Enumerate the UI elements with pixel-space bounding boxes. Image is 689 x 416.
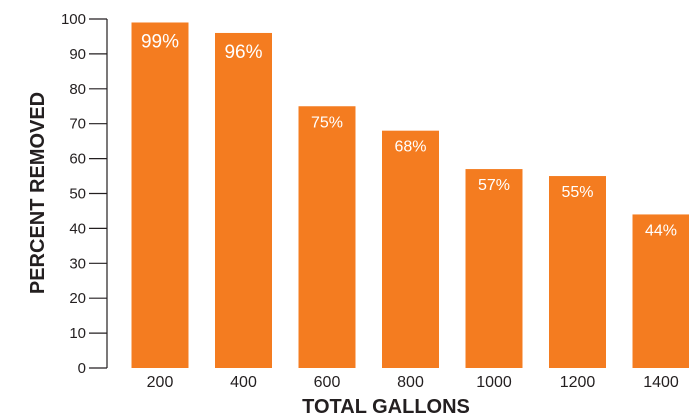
- y-tick-label: 10: [69, 325, 86, 342]
- bar: [465, 169, 523, 368]
- y-tick-label: 20: [69, 290, 86, 307]
- bar-data-label: 75%: [311, 114, 343, 131]
- bar: [549, 176, 606, 368]
- bar-data-label: 68%: [394, 139, 426, 156]
- bar-data-label: 99%: [141, 31, 179, 52]
- bars-group: [131, 22, 689, 369]
- y-tick-label: 50: [69, 186, 86, 203]
- bar: [632, 214, 689, 368]
- bar: [215, 32, 272, 369]
- y-tick-label: 60: [69, 151, 86, 168]
- bar-data-label: 55%: [561, 184, 593, 201]
- bar-data-label: 57%: [478, 177, 510, 194]
- x-axis-title: TOTAL GALLONS: [302, 396, 470, 416]
- bar-data-label: 44%: [645, 222, 677, 239]
- x-tick-label: 1000: [476, 374, 512, 391]
- bar: [298, 106, 356, 368]
- bar: [382, 130, 439, 368]
- y-axis-title: PERCENT REMOVED: [27, 92, 49, 294]
- bar-data-label: 96%: [224, 42, 262, 63]
- y-tick-label: 90: [69, 46, 86, 63]
- bar-data-labels: 99% 96% 75% 68% 57% 55% 44%: [141, 31, 677, 239]
- y-tick-label: 0: [78, 360, 86, 377]
- x-tick-label: 600: [314, 374, 341, 391]
- x-tick-label: 1200: [560, 374, 596, 391]
- x-tick-label: 1400: [643, 374, 679, 391]
- y-tick-label: 70: [69, 116, 86, 133]
- x-tick-label: 200: [147, 374, 174, 391]
- y-axis-ticks: 0 10 20 30 40 50 60 70 80 90 100: [61, 11, 107, 377]
- x-tick-label: 400: [230, 374, 257, 391]
- bar: [131, 22, 189, 369]
- y-tick-label: 30: [69, 255, 86, 272]
- x-tick-label: 800: [397, 374, 424, 391]
- y-tick-label: 40: [69, 220, 86, 237]
- y-tick-label: 80: [69, 81, 86, 98]
- x-axis-tick-labels: 200 400 600 800 1000 1200 1400: [147, 374, 679, 391]
- y-tick-label: 100: [61, 11, 86, 28]
